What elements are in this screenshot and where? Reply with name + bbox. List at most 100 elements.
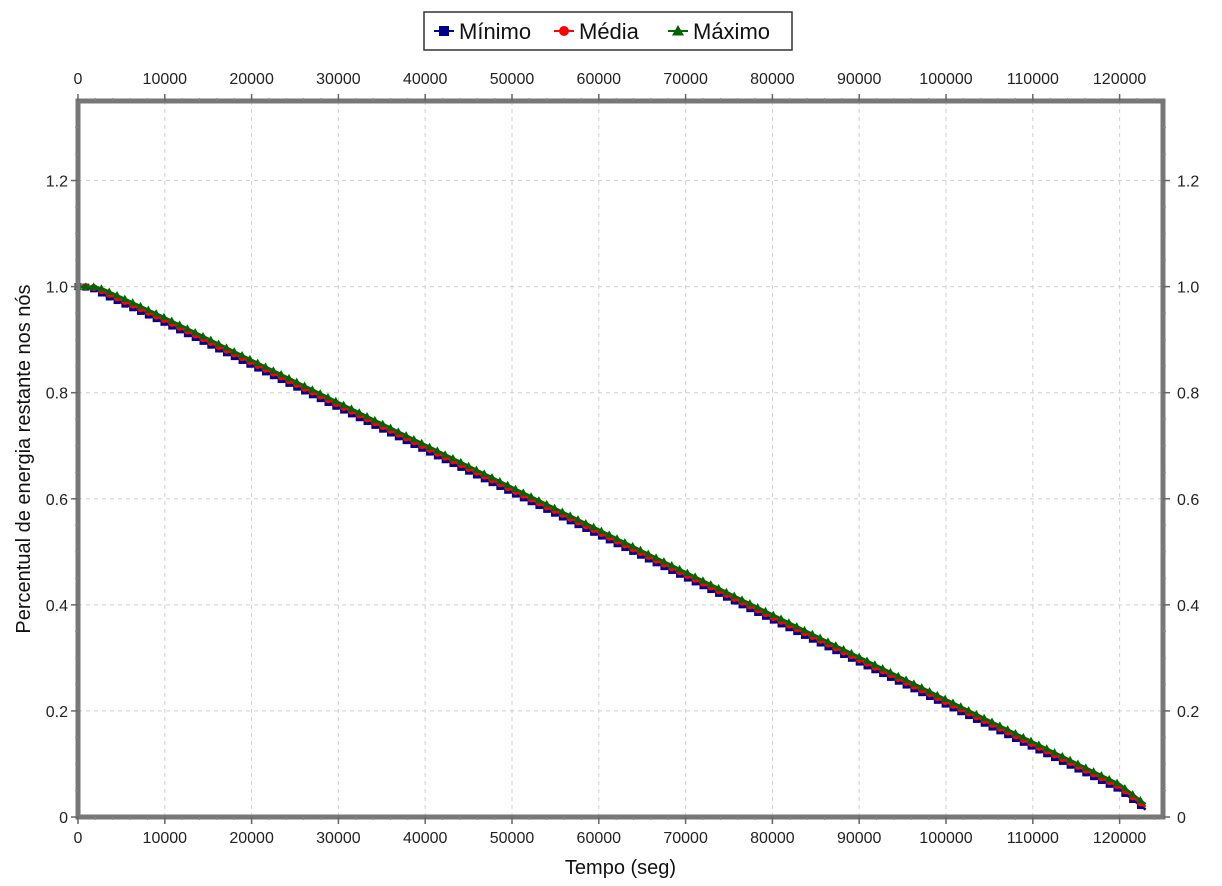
x-axis-title: Tempo (seg) [565, 857, 676, 879]
data-point [542, 499, 551, 508]
data-point [870, 660, 880, 668]
data-point [261, 362, 270, 370]
data-point [1136, 796, 1145, 804]
data-point [659, 557, 669, 565]
data-point [690, 572, 700, 580]
data-point [526, 492, 536, 500]
data-point [706, 580, 715, 588]
legend: Mínimo Média Máximo [423, 11, 793, 51]
x-tick-label-bottom: 10000 [143, 830, 188, 847]
x-tick-label-bottom: 90000 [837, 830, 882, 847]
legend-label: Média [579, 19, 640, 44]
data-point [433, 446, 442, 454]
legend-entry: Mínimo [434, 19, 531, 44]
data-point [995, 721, 1005, 729]
data-point [308, 385, 317, 393]
data-point [448, 454, 458, 462]
data-point [440, 450, 450, 458]
data-point [167, 316, 176, 324]
data-point [503, 480, 512, 489]
x-tick-label-top: 110000 [1007, 71, 1059, 88]
data-point [964, 706, 973, 714]
data-point [378, 419, 387, 428]
data-point [128, 298, 137, 306]
x-tick-label-bottom: 100000 [919, 830, 972, 847]
data-point [1065, 755, 1075, 764]
x-tick-label-top: 50000 [490, 71, 535, 88]
data-point [253, 358, 262, 366]
data-point [800, 625, 809, 634]
data-point [831, 641, 840, 649]
data-point [581, 518, 590, 527]
data-point [386, 423, 395, 431]
x-tick-label-bottom: 40000 [403, 830, 448, 847]
data-point [698, 576, 708, 584]
data-point [917, 683, 926, 691]
data-point [901, 675, 911, 683]
data-point [222, 343, 231, 351]
y-tick-label-left: 0.6 [46, 492, 68, 509]
y-tick-label-left: 1.0 [46, 280, 68, 297]
data-point [620, 538, 630, 546]
data-point [144, 305, 153, 313]
data-point [855, 652, 864, 660]
data-point [792, 622, 801, 630]
data-point [214, 339, 223, 347]
x-tick-label-top: 70000 [663, 71, 708, 88]
legend-marker [672, 25, 684, 36]
legend-marker [559, 26, 569, 36]
data-point [159, 312, 169, 321]
y-tick-label-right: 0 [1177, 810, 1186, 827]
data-point [573, 515, 583, 523]
data-point [237, 350, 247, 359]
x-tick-label-bottom: 120000 [1093, 830, 1146, 847]
y-axis-title: Percentual de energia restante nos nós [13, 284, 35, 633]
data-point [1104, 774, 1114, 783]
data-point [315, 389, 325, 397]
data-point [245, 354, 255, 363]
data-point [886, 667, 895, 676]
x-tick-label-top: 0 [74, 71, 83, 88]
data-point [628, 541, 637, 550]
data-point [347, 404, 356, 412]
data-point [940, 694, 950, 702]
data-point [331, 396, 340, 405]
data-point [1042, 744, 1051, 752]
data-point [769, 610, 778, 618]
data-point [276, 370, 286, 378]
data-point [1089, 767, 1098, 775]
data-point [1034, 740, 1044, 748]
data-point [745, 599, 755, 607]
data-point [355, 408, 364, 416]
data-point [495, 476, 505, 485]
data-point [558, 507, 567, 515]
x-tick-label-top: 90000 [837, 71, 882, 88]
data-point [323, 392, 333, 401]
data-point [269, 366, 278, 374]
data-point [292, 377, 301, 386]
x-tick-label-bottom: 70000 [663, 830, 708, 847]
data-point [519, 488, 528, 496]
data-point [722, 587, 731, 596]
y-tick-label-left: 0 [59, 810, 68, 827]
data-point [105, 287, 114, 295]
data-point [894, 671, 903, 680]
series-line [78, 285, 1147, 808]
data-point [589, 522, 598, 531]
y-tick-label-right: 0.8 [1177, 386, 1199, 403]
y-tick-label-right: 1.0 [1177, 280, 1199, 297]
legend-entry: Máximo [668, 19, 770, 44]
data-point [597, 526, 606, 534]
data-point [675, 564, 684, 573]
x-tick-label-bottom: 50000 [490, 830, 535, 847]
data-point [409, 434, 419, 443]
y-tick-label-right: 0.2 [1177, 704, 1199, 721]
data-point [847, 648, 856, 657]
data-point [1050, 748, 1059, 756]
data-point [784, 618, 794, 626]
data-point [472, 465, 481, 473]
data-point [81, 282, 91, 290]
data-point [370, 415, 380, 424]
series-line [77, 285, 1147, 811]
x-tick-label-top: 10000 [143, 71, 188, 88]
